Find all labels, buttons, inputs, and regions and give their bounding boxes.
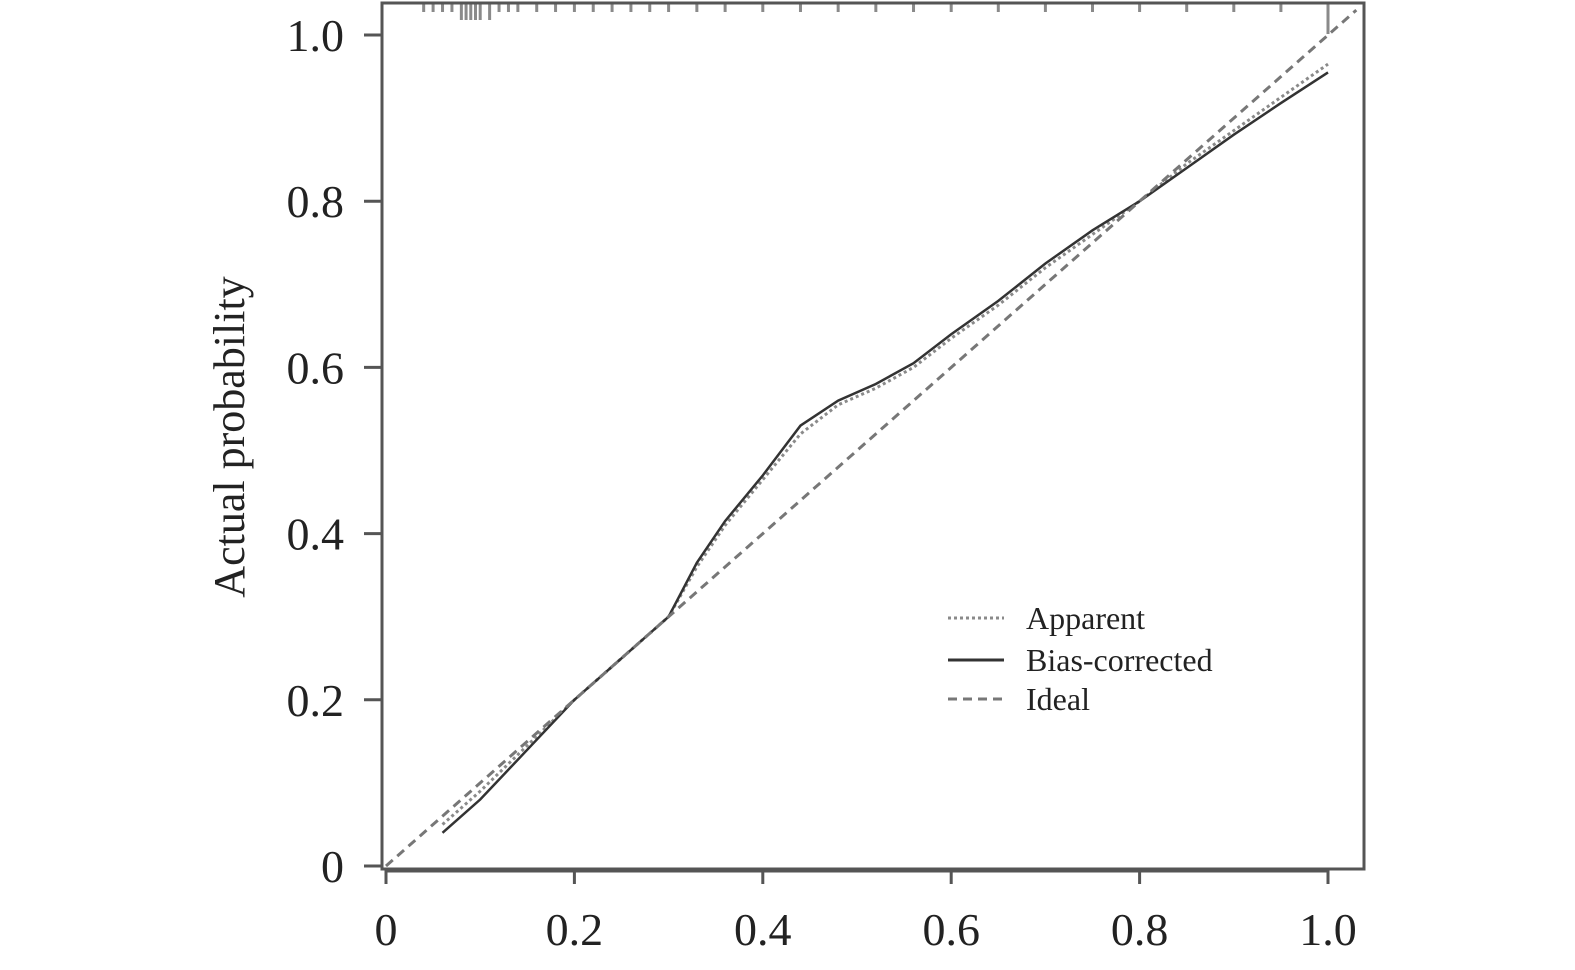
x-tick-label: 1.0 — [1299, 904, 1357, 955]
x-tick-label: 0.2 — [546, 904, 604, 955]
rug-marks — [422, 4, 1330, 34]
series-line-apparent — [441, 62, 1329, 826]
y-tick-label: 0.6 — [287, 342, 345, 393]
y-tick-label: 0.8 — [287, 176, 345, 227]
y-tick-label: 1.0 — [287, 10, 345, 61]
series-layer — [385, 8, 1358, 868]
y-tick-label: 0 — [321, 841, 344, 892]
series-line-bias-corrected — [441, 71, 1329, 834]
y-axis: 0 0.2 0.4 0.6 0.8 1.0 — [287, 10, 382, 892]
y-axis-title: Actual probability — [205, 276, 254, 597]
x-axis: 0 0.2 0.4 0.6 0.8 1.0 — [375, 869, 1357, 955]
x-tick-label: 0.6 — [922, 904, 980, 955]
y-tick-label: 0.4 — [287, 509, 345, 560]
legend-label: Bias-corrected — [1026, 642, 1213, 678]
legend-label: Apparent — [1026, 600, 1145, 636]
plot-frame — [380, 1, 1366, 871]
x-tick-label: 0 — [375, 904, 398, 955]
legend-label: Ideal — [1026, 681, 1090, 717]
y-tick-label: 0.2 — [287, 675, 345, 726]
x-tick-label: 0.4 — [734, 904, 792, 955]
series-line-ideal — [385, 8, 1358, 868]
x-tick-label: 0.8 — [1111, 904, 1169, 955]
